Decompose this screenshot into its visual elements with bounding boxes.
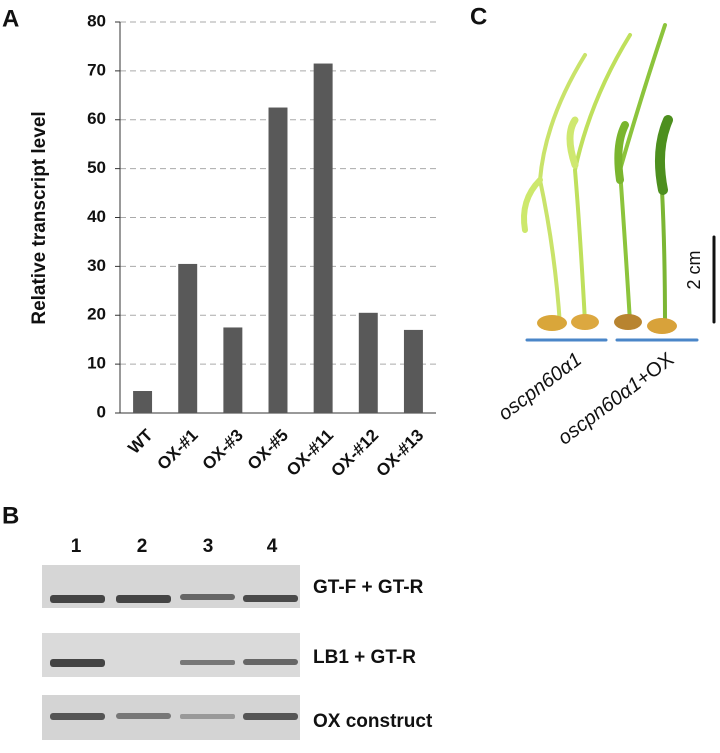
y-tick-label: 20 [87,305,106,324]
gel-band [243,713,298,720]
panel-label: A [2,5,19,32]
bar [133,391,153,413]
gel-band [243,659,298,665]
y-tick-label: 0 [97,402,106,421]
bar [313,63,333,413]
gel-band [50,659,105,667]
primer-label: LB1 + GT-R [313,647,416,668]
scale-label: 2 cm [684,250,704,289]
leaf [614,121,629,184]
leaf [566,116,579,169]
y-tick-label: 40 [87,207,106,226]
bar [403,329,423,413]
x-tick-label: OX-#1 [154,426,202,474]
bar [268,107,288,413]
gel-band [50,713,105,720]
gene-name: oscpn60α1 [554,373,646,450]
bar [358,312,378,413]
bar [223,327,243,413]
bar [178,263,198,413]
x-tick-label: OX-#11 [283,426,337,480]
y-tick-label: 10 [87,354,106,373]
gel-band [180,594,235,600]
leaf [655,115,673,195]
panel-label: C [470,3,487,30]
gene-name: oscpn60α1 [495,349,587,426]
seed [647,318,677,334]
seed [614,314,642,330]
y-tick-label: 70 [87,60,106,79]
gel [42,565,300,740]
lane-label: 3 [203,536,214,557]
gel-band [243,595,298,602]
y-tick-label: 50 [87,158,106,177]
y-axis-label: Relative transcript level [29,111,50,324]
seed [571,314,599,330]
primer-label: OX construct [313,711,433,732]
lane-label: 4 [267,536,278,557]
gel-band [116,713,171,719]
gel-strip [42,633,300,677]
y-tick-label: 30 [87,256,106,275]
genotype-label: oscpn60α1 [495,349,587,426]
primer-label: GT-F + GT-R [313,577,424,598]
gel-band [50,595,105,603]
seed [537,315,567,331]
leaf [521,177,543,233]
lane-label: 1 [71,536,82,557]
plant-photo [521,23,716,342]
x-tick-label: WT [124,425,157,458]
gel-band [180,714,235,719]
gel-band [116,595,171,603]
lane-label: 2 [137,536,148,557]
seedling [572,33,632,324]
panel-label: B [2,502,19,529]
y-tick-label: 60 [87,109,106,128]
gel-band [180,660,235,665]
x-tick-label: OX-#3 [199,426,247,474]
x-tick-label: OX-#13 [373,426,428,481]
y-tick-label: 80 [87,11,106,30]
x-tick-label: OX-#12 [327,426,382,481]
